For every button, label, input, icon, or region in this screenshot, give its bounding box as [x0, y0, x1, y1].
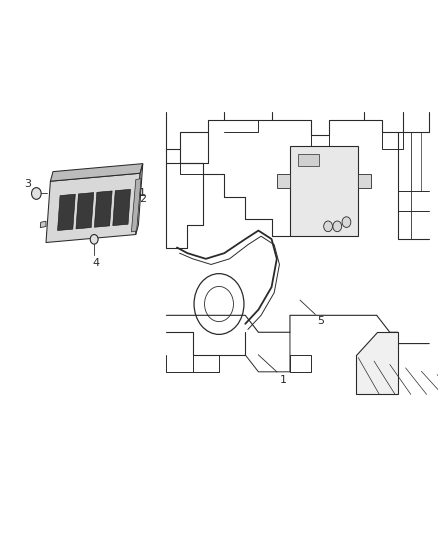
Polygon shape: [113, 189, 131, 225]
Circle shape: [324, 221, 332, 232]
Polygon shape: [136, 164, 143, 235]
Polygon shape: [356, 332, 398, 394]
Polygon shape: [298, 155, 319, 166]
Text: 1: 1: [139, 188, 146, 198]
Polygon shape: [50, 164, 143, 181]
Circle shape: [333, 221, 342, 232]
Polygon shape: [76, 192, 94, 229]
Text: 5: 5: [317, 316, 324, 326]
Polygon shape: [290, 146, 358, 236]
Polygon shape: [277, 174, 290, 188]
Polygon shape: [94, 191, 112, 227]
Polygon shape: [358, 174, 371, 188]
Text: 1: 1: [279, 375, 286, 385]
Text: 2: 2: [139, 195, 146, 204]
Circle shape: [90, 235, 98, 244]
Text: 4: 4: [92, 258, 99, 268]
Circle shape: [32, 188, 41, 199]
Polygon shape: [46, 173, 140, 243]
Polygon shape: [40, 221, 46, 228]
Polygon shape: [131, 179, 141, 232]
Circle shape: [342, 217, 351, 228]
Text: 3: 3: [25, 179, 32, 189]
Polygon shape: [57, 194, 75, 230]
